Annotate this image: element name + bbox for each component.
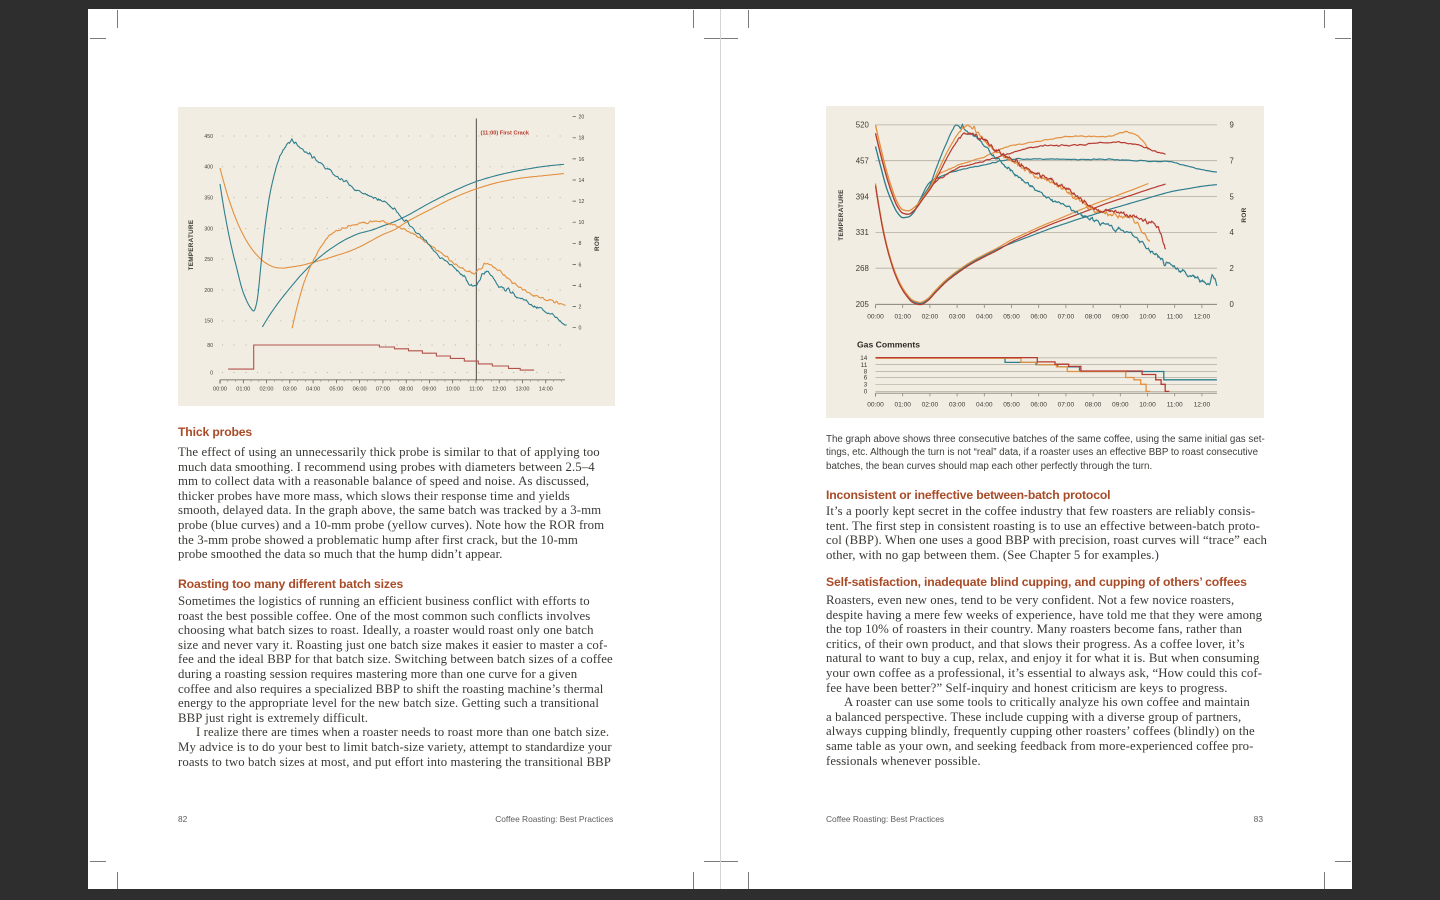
svg-text:10: 10 [579,220,585,226]
svg-text:06:00: 06:00 [1030,401,1047,408]
svg-text:04:00: 04:00 [976,314,993,321]
svg-text:02:00: 02:00 [922,401,939,408]
svg-text:394: 394 [856,192,870,201]
svg-text:05:00: 05:00 [1003,401,1020,408]
svg-text:03:00: 03:00 [949,314,966,321]
svg-text:Gas Comments: Gas Comments [857,340,920,350]
svg-text:14: 14 [579,177,585,183]
svg-text:05:00: 05:00 [1003,314,1020,321]
svg-text:80: 80 [207,342,213,348]
svg-text:01:00: 01:00 [894,401,911,408]
svg-text:3: 3 [864,382,868,389]
svg-text:07:00: 07:00 [376,386,390,392]
svg-text:6: 6 [579,262,582,268]
svg-text:11:00: 11:00 [469,386,483,392]
svg-text:06:00: 06:00 [1030,314,1047,321]
svg-text:00:00: 00:00 [867,401,884,408]
svg-text:350: 350 [204,195,213,201]
svg-text:06:00: 06:00 [353,386,367,392]
svg-text:03:00: 03:00 [949,401,966,408]
svg-text:09:00: 09:00 [422,386,436,392]
svg-text:00:00: 00:00 [867,314,884,321]
svg-text:300: 300 [204,226,213,232]
svg-text:01:00: 01:00 [236,386,250,392]
svg-text:5: 5 [1230,192,1235,201]
svg-text:02:00: 02:00 [260,386,274,392]
svg-text:02:00: 02:00 [922,314,939,321]
svg-text:09:00: 09:00 [1112,401,1129,408]
svg-text:14: 14 [860,355,868,362]
svg-text:07:00: 07:00 [1058,401,1075,408]
svg-text:0: 0 [1230,300,1235,309]
svg-text:08:00: 08:00 [1085,401,1102,408]
svg-text:520: 520 [856,121,870,130]
svg-text:205: 205 [856,300,870,309]
svg-text:07:00: 07:00 [1058,314,1075,321]
svg-text:250: 250 [204,257,213,263]
svg-text:4: 4 [579,283,582,289]
svg-text:9: 9 [1230,121,1234,130]
svg-text:0: 0 [864,389,868,396]
svg-text:4: 4 [1230,228,1235,237]
svg-text:(11:00) First Crack: (11:00) First Crack [481,130,530,136]
svg-text:7: 7 [1230,156,1234,165]
svg-text:12:00: 12:00 [1194,401,1211,408]
svg-text:ROR: ROR [1241,207,1248,222]
svg-text:TEMPERATURE: TEMPERATURE [188,219,195,270]
svg-text:16: 16 [579,156,585,162]
svg-text:200: 200 [204,287,213,293]
svg-text:10:00: 10:00 [1139,314,1156,321]
svg-text:10:00: 10:00 [446,386,460,392]
svg-text:331: 331 [856,228,869,237]
svg-text:0: 0 [210,370,213,376]
svg-text:04:00: 04:00 [976,401,993,408]
svg-text:08:00: 08:00 [399,386,413,392]
svg-text:05:00: 05:00 [329,386,343,392]
svg-text:ROR: ROR [594,235,601,250]
svg-text:14:00: 14:00 [539,386,553,392]
svg-text:8: 8 [864,369,868,376]
svg-text:150: 150 [204,318,213,324]
svg-text:12:00: 12:00 [492,386,506,392]
svg-text:8: 8 [579,241,582,247]
svg-text:400: 400 [204,164,213,170]
svg-text:00:00: 00:00 [213,386,227,392]
svg-text:2: 2 [579,304,582,310]
svg-text:11:00: 11:00 [1167,401,1183,408]
svg-text:09:00: 09:00 [1112,314,1129,321]
svg-text:457: 457 [856,156,869,165]
svg-text:12:00: 12:00 [1194,314,1211,321]
svg-text:03:00: 03:00 [283,386,297,392]
svg-text:0: 0 [579,325,582,331]
svg-text:2: 2 [1230,264,1234,273]
svg-text:08:00: 08:00 [1085,314,1102,321]
svg-text:450: 450 [204,133,213,139]
svg-text:04:00: 04:00 [306,386,320,392]
svg-text:11:00: 11:00 [1167,314,1183,321]
svg-text:6: 6 [864,375,868,382]
svg-text:TEMPERATURE: TEMPERATURE [838,189,845,241]
svg-text:268: 268 [856,264,869,273]
svg-text:13:00: 13:00 [516,386,530,392]
svg-text:20: 20 [579,114,585,120]
svg-text:12: 12 [579,199,585,205]
svg-text:18: 18 [579,135,585,141]
svg-text:11: 11 [861,362,868,369]
svg-text:01:00: 01:00 [894,314,911,321]
svg-text:10:00: 10:00 [1139,401,1156,408]
